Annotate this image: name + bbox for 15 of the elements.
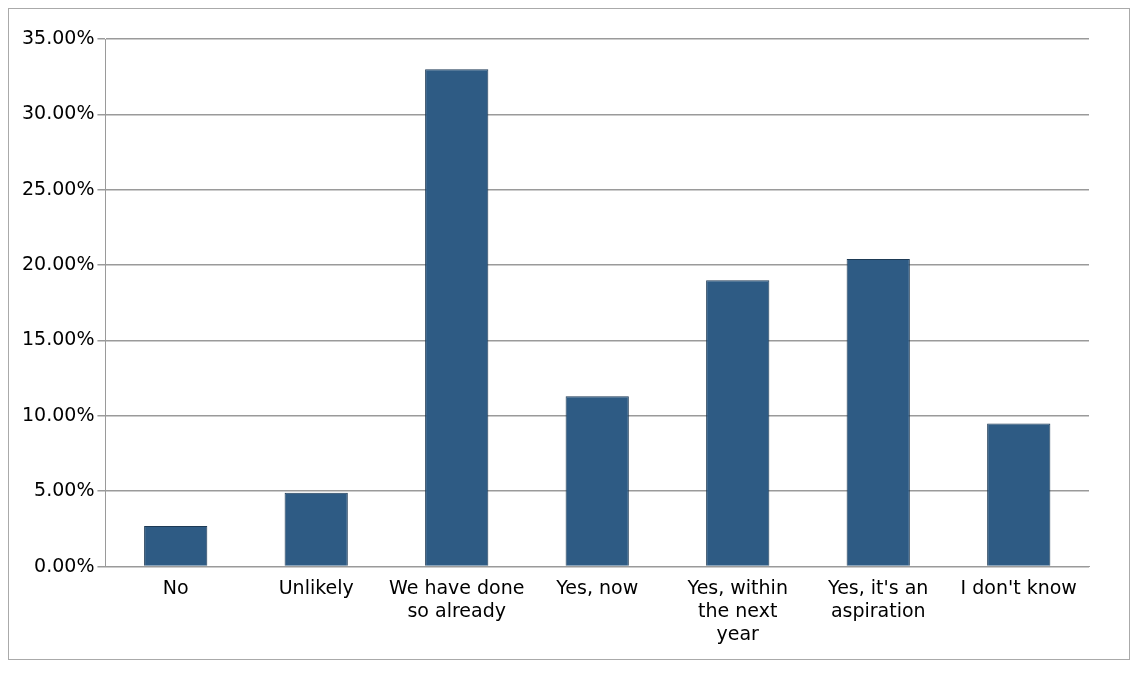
y-tick-label: 30.00%	[21, 101, 95, 124]
x-tick-label: Unlikely	[278, 575, 354, 598]
y-tick-label: 10.00%	[21, 402, 95, 425]
y-tick-label: 20.00%	[21, 252, 95, 275]
x-tick-label: I don't know	[960, 575, 1077, 598]
y-tick-label: 15.00%	[21, 327, 95, 350]
x-tick-label: Yes, now	[555, 575, 639, 598]
x-tick-label: Yes, it's an aspiration	[827, 575, 929, 621]
x-tick-label: We have done so already	[388, 575, 525, 621]
x-tick-label: No	[162, 575, 189, 598]
x-tick-label: Yes, within the next year	[686, 575, 788, 644]
y-tick-label: 5.00%	[34, 478, 95, 501]
y-tick-label: 0.00%	[34, 553, 95, 576]
y-tick-label: 35.00%	[21, 25, 95, 48]
y-tick-label: 25.00%	[21, 176, 95, 199]
